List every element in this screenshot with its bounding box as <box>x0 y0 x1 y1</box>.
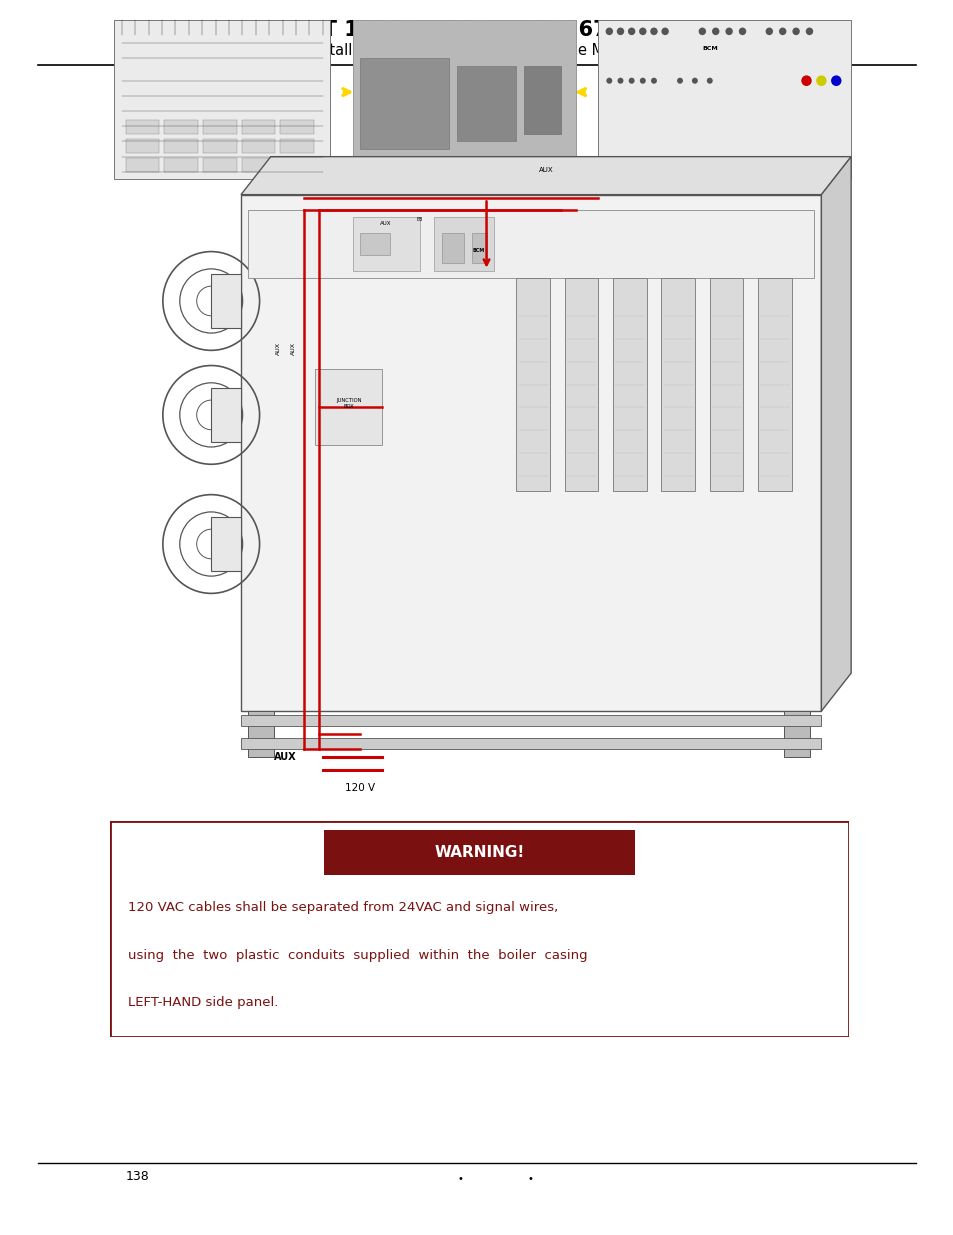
Bar <box>359 58 449 149</box>
Bar <box>241 195 821 711</box>
Bar <box>126 140 159 153</box>
Text: 120 V: 120 V <box>345 783 375 793</box>
Polygon shape <box>241 157 850 195</box>
Bar <box>211 388 241 442</box>
Bar <box>280 120 314 133</box>
Bar <box>241 158 274 172</box>
Circle shape <box>650 27 657 35</box>
FancyBboxPatch shape <box>324 830 634 876</box>
Bar <box>203 158 236 172</box>
Bar <box>564 278 598 490</box>
Circle shape <box>698 27 705 35</box>
Circle shape <box>764 27 772 35</box>
Bar <box>126 158 159 172</box>
Bar <box>241 715 821 726</box>
Circle shape <box>691 78 698 84</box>
Circle shape <box>779 27 785 35</box>
Bar <box>164 140 197 153</box>
Circle shape <box>606 78 612 84</box>
Circle shape <box>616 27 623 35</box>
Bar <box>248 210 813 278</box>
Text: using  the  two  plastic  conduits  supplied  within  the  boiler  casing: using the two plastic conduits supplied … <box>128 948 587 962</box>
Bar <box>241 140 274 153</box>
Text: BCM: BCM <box>473 247 485 253</box>
Circle shape <box>706 78 712 84</box>
Circle shape <box>830 75 841 86</box>
Text: 120 VAC cables shall be separated from 24VAC and signal wires,: 120 VAC cables shall be separated from 2… <box>128 902 558 914</box>
Text: •: • <box>456 1174 462 1184</box>
Circle shape <box>627 27 635 35</box>
Text: AUX: AUX <box>380 221 392 226</box>
Circle shape <box>711 27 719 35</box>
Text: 138: 138 <box>126 1171 150 1183</box>
FancyBboxPatch shape <box>598 20 850 179</box>
Text: AUX: AUX <box>275 342 280 356</box>
FancyBboxPatch shape <box>353 20 576 164</box>
Bar <box>441 232 464 263</box>
Bar <box>709 278 742 490</box>
Text: MODULEX EXT 1530, 1912, 2295, 2677, 3060 Boilers: MODULEX EXT 1530, 1912, 2295, 2677, 3060… <box>170 20 783 40</box>
Text: •: • <box>526 1174 533 1184</box>
Text: JUNCTION
BOX: JUNCTION BOX <box>335 398 361 409</box>
Bar <box>164 158 197 172</box>
Bar <box>280 140 314 153</box>
Bar <box>523 65 560 133</box>
Bar <box>211 517 241 571</box>
Bar <box>280 158 314 172</box>
Text: LEFT-HAND side panel.: LEFT-HAND side panel. <box>128 997 278 1009</box>
Circle shape <box>792 27 799 35</box>
Bar <box>783 711 809 757</box>
Bar <box>353 217 419 270</box>
Bar <box>456 65 516 142</box>
Bar <box>660 278 694 490</box>
Text: WARNING!: WARNING! <box>434 845 524 860</box>
Bar <box>241 120 274 133</box>
FancyBboxPatch shape <box>114 20 330 179</box>
Bar <box>126 120 159 133</box>
Circle shape <box>805 27 812 35</box>
Bar <box>203 140 236 153</box>
Bar <box>613 278 646 490</box>
Circle shape <box>617 78 623 84</box>
Text: Installation, Operation & Maintenance Manual: Installation, Operation & Maintenance Ma… <box>308 42 645 58</box>
Circle shape <box>801 75 811 86</box>
Bar <box>241 737 821 750</box>
Circle shape <box>677 78 682 84</box>
Bar <box>359 232 390 256</box>
Text: E8: E8 <box>416 217 422 222</box>
Text: AUX: AUX <box>274 752 296 762</box>
Circle shape <box>738 27 745 35</box>
Circle shape <box>724 27 732 35</box>
Circle shape <box>639 78 645 84</box>
Bar <box>248 711 274 757</box>
Circle shape <box>660 27 668 35</box>
Bar <box>203 120 236 133</box>
Bar <box>758 278 791 490</box>
Bar <box>315 369 382 446</box>
FancyBboxPatch shape <box>110 821 848 1037</box>
Circle shape <box>816 75 825 86</box>
Circle shape <box>639 27 646 35</box>
Text: AUX: AUX <box>291 342 295 356</box>
Bar <box>164 120 197 133</box>
Bar <box>211 274 241 329</box>
Circle shape <box>628 78 634 84</box>
Text: AUX: AUX <box>538 167 553 173</box>
Polygon shape <box>821 157 850 711</box>
Text: BCM: BCM <box>701 47 717 52</box>
Bar <box>516 278 549 490</box>
Bar <box>434 217 494 270</box>
Bar <box>471 232 486 263</box>
Circle shape <box>650 78 657 84</box>
Circle shape <box>605 27 613 35</box>
